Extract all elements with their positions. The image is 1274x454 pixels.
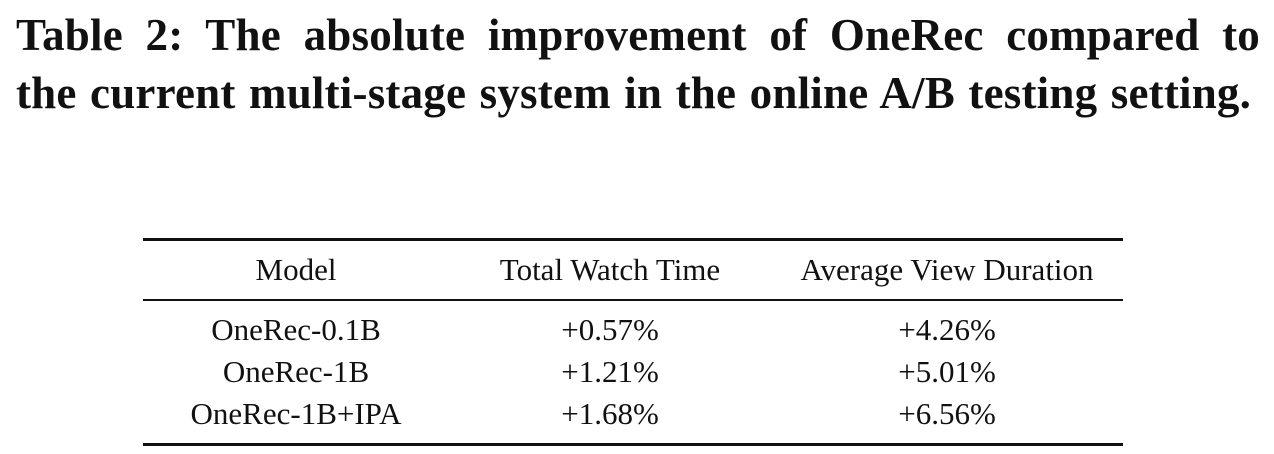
cell-total-watch-time: +1.21%	[561, 354, 659, 389]
cell-model: OneRec-0.1B	[211, 312, 381, 347]
table-header: Model Total Watch Time Average View Dura…	[143, 238, 1123, 301]
results-table-container: Model Total Watch Time Average View Dura…	[143, 238, 1123, 446]
header-row: Model Total Watch Time Average View Dura…	[143, 238, 1123, 301]
results-table: Model Total Watch Time Average View Dura…	[143, 238, 1123, 446]
cell-total-watch-time: +0.57%	[561, 312, 659, 347]
cell-model: OneRec-1B	[222, 354, 370, 389]
table-row: OneRec-1B+IPA +1.68% +6.56%	[143, 393, 1123, 446]
table-caption: Table 2: The absolute improvement of One…	[16, 10, 1260, 118]
cell-average-view-duration: +4.26%	[898, 312, 996, 347]
header-average-view-duration: Average View Duration	[771, 238, 1123, 301]
table-body: OneRec-0.1B +0.57% +4.26% OneRec-1B +1.2…	[143, 300, 1123, 446]
cell-average-view-duration: +6.56%	[771, 393, 1123, 446]
cell-total-watch-time: +1.68%	[449, 393, 771, 446]
header-model: Model	[143, 238, 449, 301]
header-total-watch-time: Total Watch Time	[449, 238, 771, 301]
cell-model: OneRec-1B+IPA	[143, 393, 449, 446]
cell-average-view-duration: +5.01%	[898, 354, 996, 389]
table-row: OneRec-0.1B +0.57% +4.26%	[143, 300, 1123, 351]
table-row: OneRec-1B +1.21% +5.01%	[143, 351, 1123, 393]
